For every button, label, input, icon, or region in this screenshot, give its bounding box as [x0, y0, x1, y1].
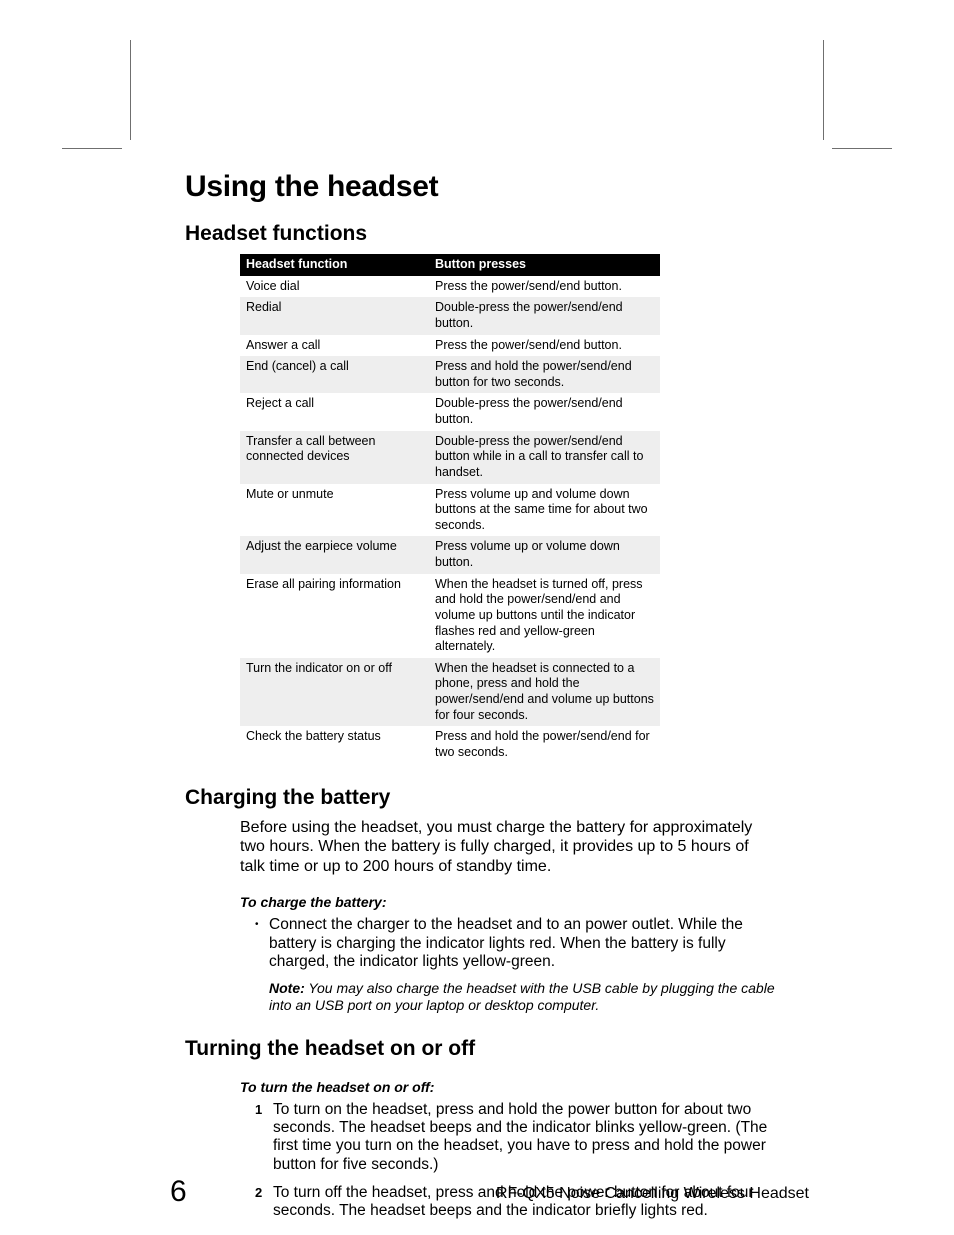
table-cell: Press the power/send/end button. [429, 276, 660, 298]
charging-intro-text: Before using the headset, you must charg… [240, 818, 775, 877]
crop-mark [823, 40, 824, 140]
note-text: You may also charge the headset with the… [269, 980, 775, 1014]
crop-mark [832, 148, 892, 149]
table-header-cell: Button presses [429, 254, 660, 276]
table-cell: Double-press the power/send/end button. [429, 393, 660, 430]
charging-bullet-list: Connect the charger to the headset and t… [255, 916, 775, 972]
page-title: Using the headset [185, 170, 775, 204]
table-cell: When the headset is connected to a phone… [429, 658, 660, 727]
table-row: Voice dialPress the power/send/end butto… [240, 276, 660, 298]
table-cell: Press volume up or volume down button. [429, 536, 660, 573]
charging-note: Note: You may also charge the headset wi… [269, 980, 775, 1015]
note-label: Note: [269, 980, 305, 996]
section-heading-charging: Charging the battery [185, 786, 775, 810]
table-cell: Press and hold the power/send/end for tw… [429, 726, 660, 763]
table-row: RedialDouble-press the power/send/end bu… [240, 297, 660, 334]
table-cell: When the headset is turned off, press an… [429, 574, 660, 658]
charging-subhead: To charge the battery: [240, 894, 775, 910]
document-page: Using the headset Headset functions Head… [0, 0, 954, 1235]
list-item: To turn on the headset, press and hold t… [255, 1101, 775, 1174]
table-cell: Erase all pairing information [240, 574, 429, 658]
table-cell: Double-press the power/send/end button w… [429, 431, 660, 484]
table-cell: Transfer a call between connected device… [240, 431, 429, 484]
table-row: End (cancel) a callPress and hold the po… [240, 356, 660, 393]
page-number: 6 [170, 1175, 187, 1209]
table-row: Answer a callPress the power/send/end bu… [240, 335, 660, 357]
list-item: Connect the charger to the headset and t… [255, 916, 775, 972]
table-cell: Reject a call [240, 393, 429, 430]
table-cell: Press the power/send/end button. [429, 335, 660, 357]
page-content: Using the headset Headset functions Head… [185, 170, 775, 1231]
table-cell: End (cancel) a call [240, 356, 429, 393]
table-cell: Press and hold the power/send/end button… [429, 356, 660, 393]
table-row: Reject a callDouble-press the power/send… [240, 393, 660, 430]
table-row: Mute or unmutePress volume up and volume… [240, 484, 660, 537]
table-row: Check the battery statusPress and hold t… [240, 726, 660, 763]
table-cell: Voice dial [240, 276, 429, 298]
table-header-cell: Headset function [240, 254, 429, 276]
power-subhead: To turn the headset on or off: [240, 1079, 775, 1095]
section-heading-power: Turning the headset on or off [185, 1037, 775, 1061]
table-row: Transfer a call between connected device… [240, 431, 660, 484]
table-header-row: Headset function Button presses [240, 254, 660, 276]
table-cell: Redial [240, 297, 429, 334]
crop-mark [62, 148, 122, 149]
table-cell: Adjust the earpiece volume [240, 536, 429, 573]
footer-doc-title: RF-QX5 Noise Cancelling Wireless Headset [496, 1185, 809, 1203]
table-cell: Check the battery status [240, 726, 429, 763]
page-footer: 6 RF-QX5 Noise Cancelling Wireless Heads… [170, 1185, 809, 1221]
table-cell: Mute or unmute [240, 484, 429, 537]
crop-mark [130, 40, 131, 140]
table-row: Erase all pairing informationWhen the he… [240, 574, 660, 658]
table-row: Turn the indicator on or offWhen the hea… [240, 658, 660, 727]
section-heading-functions: Headset functions [185, 222, 775, 246]
table-row: Adjust the earpiece volumePress volume u… [240, 536, 660, 573]
table-cell: Answer a call [240, 335, 429, 357]
functions-table: Headset function Button presses Voice di… [240, 254, 660, 764]
table-cell: Double-press the power/send/end button. [429, 297, 660, 334]
table-cell: Turn the indicator on or off [240, 658, 429, 727]
table-cell: Press volume up and volume down buttons … [429, 484, 660, 537]
functions-table-container: Headset function Button presses Voice di… [240, 254, 660, 764]
